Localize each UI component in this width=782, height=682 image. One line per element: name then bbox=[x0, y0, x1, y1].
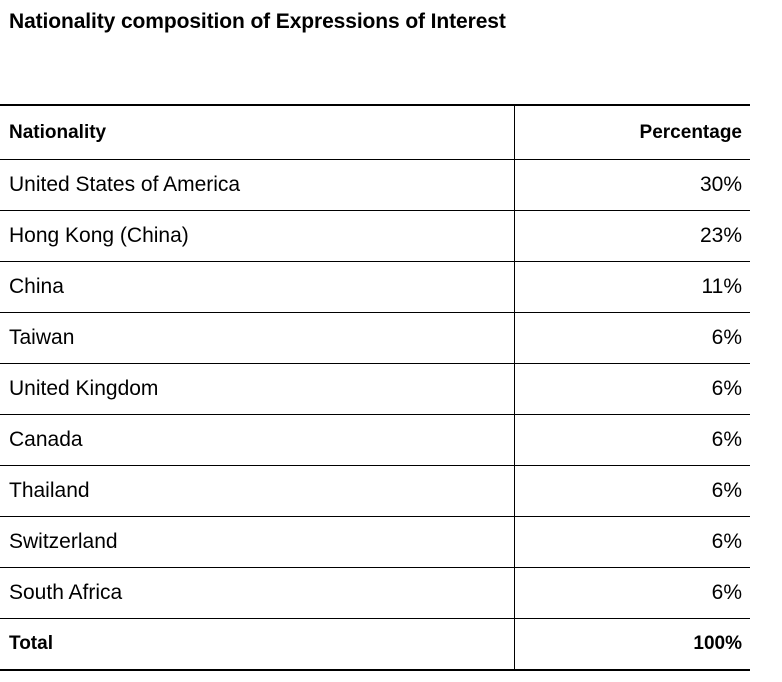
nationality-cell: South Africa bbox=[0, 568, 515, 618]
table-title: Nationality composition of Expressions o… bbox=[9, 10, 506, 33]
table-row: Hong Kong (China) 23% bbox=[0, 210, 750, 261]
nationality-cell: Taiwan bbox=[0, 313, 515, 363]
nationality-cell: Canada bbox=[0, 415, 515, 465]
percentage-cell: 11% bbox=[701, 275, 742, 298]
table-row: Switzerland 6% bbox=[0, 516, 750, 567]
percentage-cell: 6% bbox=[711, 377, 742, 400]
percentage-cell: 30% bbox=[699, 173, 742, 196]
header-percentage: Percentage bbox=[639, 121, 742, 143]
total-label: Total bbox=[0, 619, 515, 669]
nationality-cell: United Kingdom bbox=[0, 364, 515, 414]
nationality-cell: Switzerland bbox=[0, 517, 515, 567]
table-row: United Kingdom 6% bbox=[0, 363, 750, 414]
total-percentage: 100% bbox=[693, 633, 742, 654]
table-row: Taiwan 6% bbox=[0, 312, 750, 363]
percentage-cell: 6% bbox=[711, 530, 742, 553]
table-row: China 11% bbox=[0, 261, 750, 312]
percentage-cell: 6% bbox=[711, 581, 742, 604]
table-header-row: Nationality Percentage bbox=[0, 106, 750, 159]
percentage-cell: 6% bbox=[711, 428, 742, 451]
percentage-cell: 23% bbox=[699, 224, 742, 247]
table-row: South Africa 6% bbox=[0, 567, 750, 618]
nationality-cell: Hong Kong (China) bbox=[0, 211, 515, 261]
table-row: United States of America 30% bbox=[0, 159, 750, 210]
percentage-cell: 6% bbox=[711, 479, 742, 502]
nationality-table: Nationality Percentage United States of … bbox=[0, 104, 750, 671]
nationality-cell: Thailand bbox=[0, 466, 515, 516]
table-total-row: Total 100% bbox=[0, 618, 750, 669]
nationality-cell: China bbox=[0, 262, 515, 312]
header-nationality: Nationality bbox=[0, 106, 515, 159]
table-row: Canada 6% bbox=[0, 414, 750, 465]
nationality-cell: United States of America bbox=[0, 160, 515, 210]
table-row: Thailand 6% bbox=[0, 465, 750, 516]
table-body: United States of America 30% Hong Kong (Ch… bbox=[0, 159, 750, 618]
percentage-cell: 6% bbox=[711, 326, 742, 349]
